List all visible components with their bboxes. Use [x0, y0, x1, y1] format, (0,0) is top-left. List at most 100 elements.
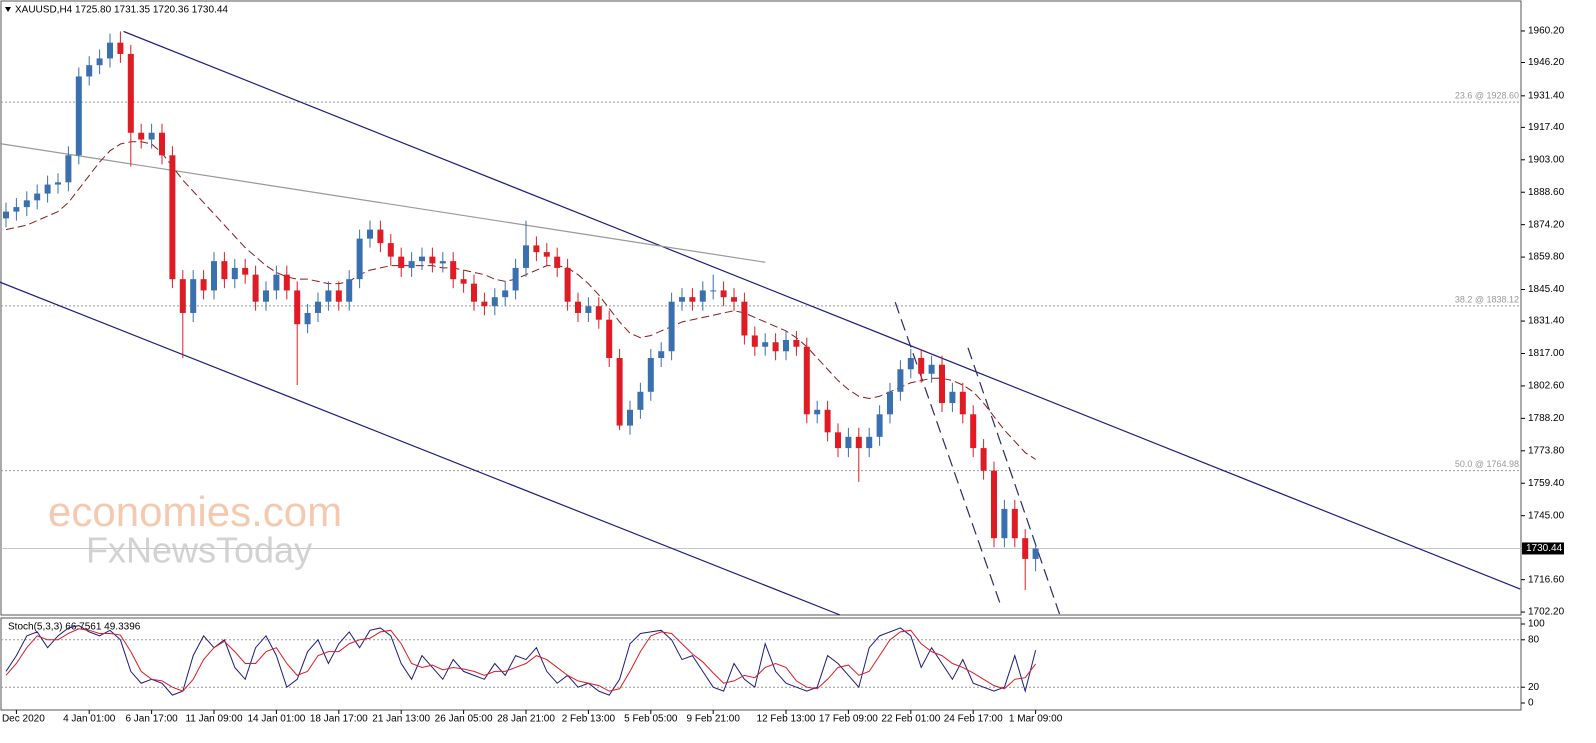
x-tick-label: 28 Jan 21:00 — [497, 714, 555, 725]
candle-body — [855, 436, 862, 449]
last-price-box — [1522, 542, 1564, 555]
candle-body — [824, 409, 831, 433]
candle-body — [1011, 508, 1018, 539]
candle-body — [190, 279, 197, 313]
x-tick-label: 4 Jan 01:00 — [63, 714, 116, 725]
candle-body — [211, 261, 217, 291]
candle-body — [55, 182, 61, 185]
y-tick-label: 1702.20 — [1528, 607, 1565, 618]
y-tick-label: 1773.80 — [1528, 445, 1565, 456]
menu-arrow[interactable] — [5, 7, 11, 12]
candle-body — [543, 252, 550, 257]
candle-body — [13, 207, 20, 212]
y-tick-label: 1946.20 — [1528, 57, 1565, 68]
y-tick-label: 1759.40 — [1528, 478, 1565, 489]
candle-body — [637, 391, 644, 410]
y-tick-label: 80 — [1528, 634, 1540, 645]
stoch-pane — [0, 617, 1522, 711]
candle-body — [491, 297, 498, 307]
candle-body — [845, 436, 852, 449]
candle-body — [970, 414, 977, 449]
x-tick-label: 6 Jan 17:00 — [125, 714, 178, 725]
candle-body — [866, 436, 873, 449]
x-tick-label: 5 Feb 05:00 — [624, 714, 678, 725]
candle-body — [762, 342, 769, 347]
candle-body — [814, 409, 821, 415]
x-tick-label: 17 Feb 09:00 — [819, 714, 878, 725]
candle-body — [429, 256, 436, 264]
candle-body — [741, 301, 748, 336]
candle-body — [699, 290, 706, 302]
candle-body — [627, 409, 633, 426]
x-tick-label: 14 Jan 01:00 — [247, 714, 305, 725]
x-tick-label: 26 Jan 05:00 — [435, 714, 493, 725]
y-tick-label: 1745.00 — [1528, 510, 1565, 521]
x-tick-label: 18 Jan 17:00 — [310, 714, 368, 725]
candle-body — [928, 364, 935, 374]
candle-body — [179, 279, 186, 313]
y-tick-label: 1917.40 — [1528, 122, 1565, 133]
y-tick-label: 1874.20 — [1528, 219, 1565, 230]
candle-body — [679, 297, 685, 302]
x-tick-label: 2 Feb 13:00 — [562, 714, 616, 725]
candle-body — [148, 132, 155, 140]
candle-body — [169, 155, 176, 280]
candle-body — [34, 193, 41, 201]
candle-body — [554, 256, 561, 268]
candle-body — [502, 290, 509, 298]
candle-body — [117, 42, 124, 54]
candle-body — [939, 364, 945, 404]
candle-body — [75, 76, 82, 156]
candle-body — [949, 391, 956, 404]
candle-body — [876, 414, 883, 437]
candle-body — [398, 256, 405, 268]
candle-body — [731, 297, 737, 302]
watermark: economies.com — [48, 488, 342, 535]
y-tick-label: 1817.00 — [1528, 348, 1565, 359]
trend-line — [123, 30, 1521, 590]
candle-body — [751, 335, 758, 347]
candle-body — [710, 290, 717, 292]
x-tick-label: 29 Dec 2020 — [0, 714, 45, 725]
candle-body — [96, 58, 103, 66]
candle-body — [315, 301, 321, 313]
candle-body — [408, 261, 415, 268]
candle-body — [1001, 508, 1008, 539]
candle-body — [346, 279, 353, 302]
stoch-title: Stoch(5,3,3) 66.7561 49.3396 — [8, 622, 141, 633]
candle-body — [793, 339, 800, 347]
y-tick-label: 1716.60 — [1528, 574, 1565, 585]
candle-body — [107, 42, 113, 59]
x-tick-label: 12 Feb 13:00 — [757, 714, 816, 725]
trend-line — [967, 347, 1061, 615]
candle-body — [595, 306, 602, 320]
y-tick-label: 100 — [1528, 619, 1545, 630]
y-tick-label: 1802.60 — [1528, 381, 1565, 392]
candle-body — [803, 346, 810, 415]
candle-body — [564, 267, 571, 302]
candle-body — [138, 132, 145, 140]
candle-body — [533, 245, 540, 253]
candle-body — [980, 448, 987, 471]
candle-body — [907, 358, 914, 370]
main-pane — [0, 0, 1522, 616]
fib-label: 38.2 @ 1838.12 — [1455, 294, 1519, 304]
x-tick-label: 24 Feb 17:00 — [944, 714, 1003, 725]
candle-body — [294, 290, 301, 325]
candle-body — [720, 290, 727, 298]
candle-body — [3, 211, 9, 219]
candle-body — [471, 283, 477, 302]
y-tick-label: 1931.40 — [1528, 90, 1565, 101]
moving-average — [5, 141, 1036, 460]
candle-body — [918, 358, 925, 374]
x-tick-label: 22 Feb 01:00 — [881, 714, 940, 725]
y-tick-label: 1859.80 — [1528, 252, 1565, 263]
candle-body — [439, 261, 446, 264]
candle-body — [575, 301, 581, 313]
watermark: FxNewsToday — [86, 530, 312, 571]
candle-body — [835, 432, 841, 449]
y-tick-label: 1960.20 — [1528, 26, 1565, 37]
candle-body — [512, 267, 519, 291]
chart-title: XAUUSD,H4 1725.80 1731.35 1720.36 1730.4… — [15, 5, 228, 16]
